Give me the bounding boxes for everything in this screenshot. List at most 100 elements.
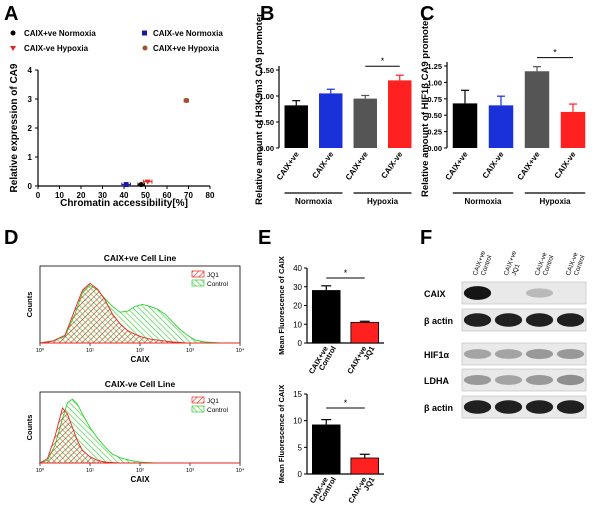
legend-entry: Control: [207, 407, 229, 414]
category-label: CAIX+ve: [344, 150, 370, 182]
group-label: Normoxia: [465, 197, 502, 206]
blot-band: [525, 348, 554, 360]
legend-entry: CAIX+ve Hypoxia: [153, 44, 220, 53]
y-tick-label: 2: [28, 124, 33, 133]
x-tick-label: 70: [184, 191, 193, 200]
legend-swatch: [191, 279, 205, 287]
blot-band: [463, 374, 492, 386]
y-tick-label: 5: [298, 443, 303, 452]
legend-swatch: [191, 270, 205, 278]
bar: [560, 111, 586, 148]
blot-band: [556, 348, 585, 360]
y-tick-label: 0.00: [427, 144, 442, 153]
y-tick-label: 1.25: [427, 62, 442, 71]
x-tick-label: 80: [206, 191, 215, 200]
blot-band: [463, 313, 492, 327]
y-tick-label: 30: [293, 283, 302, 292]
bar: [488, 105, 514, 148]
x-tick-label: 30: [98, 191, 107, 200]
legend-marker-circle-black: [10, 30, 16, 36]
legend-swatch: [191, 405, 205, 413]
lane-label: JQ1: [511, 263, 522, 277]
significance-label: *: [344, 398, 348, 408]
blot-band: [463, 349, 492, 359]
blot-band: [463, 286, 492, 300]
y-tick-label: 1: [28, 153, 33, 162]
blot-band: [525, 313, 554, 327]
blot-band: [556, 374, 585, 386]
group-label: Hypoxia: [539, 197, 571, 206]
y-axis-label: Relative amount of H3K9m3 CA9 promoter: [254, 13, 265, 205]
category-label: CAIX+ve: [275, 150, 301, 182]
chart-d-histogram-positive: CAIX+ve Cell Line Counts CAIX 10⁰ 10¹ 10² 10³ 1…: [25, 253, 245, 364]
y-tick-label: 20: [293, 302, 302, 311]
x-tick-label: 10⁰: [36, 347, 45, 354]
legend-entry: JQ1: [207, 272, 219, 279]
x-tick-label: 40: [120, 191, 129, 200]
x-tick-label: 10¹: [86, 348, 94, 354]
blot-row-label: HIF1α: [424, 350, 450, 360]
category-label: CAIX-ve: [553, 150, 578, 181]
y-tick-label: 1.00: [427, 78, 442, 87]
blot-band: [494, 375, 523, 385]
histogram-jq1: [38, 407, 240, 464]
category-label: CAIX-ve: [481, 150, 506, 181]
panel-label-e: E: [258, 227, 271, 249]
y-axis-label: Mean Fluorescence of CAIX: [277, 256, 286, 355]
blot-strip: [461, 395, 587, 419]
blot-row-label: β actin: [424, 316, 453, 326]
legend-entry: Control: [207, 281, 229, 288]
category-label: CAIX+ve: [444, 150, 470, 182]
blot-strip: [461, 342, 587, 366]
x-tick-label: 10⁴: [236, 347, 245, 354]
legend-entry: CAIX-ve Normoxia: [153, 29, 223, 38]
x-tick-label: 10: [55, 191, 64, 200]
y-tick-label: 1.50: [259, 66, 274, 75]
blot-band: [463, 400, 492, 414]
x-tick-label: 60: [163, 191, 172, 200]
legend-marker-triangle-red: [10, 46, 16, 51]
blot-band: [525, 374, 554, 386]
y-tick-label: 0.50: [427, 111, 442, 120]
y-tick-label: 15: [293, 390, 302, 399]
blot-band: [556, 400, 585, 414]
y-tick-label: 0: [298, 339, 303, 348]
histogram-jq1: [39, 282, 240, 344]
y-tick-label: 3: [28, 95, 33, 104]
blot-band: [494, 313, 523, 327]
bar: [284, 105, 308, 148]
data-point: [138, 181, 144, 188]
bar: [353, 98, 377, 148]
category-label: CAIX+ve: [516, 150, 542, 182]
data-point: [144, 179, 151, 185]
blot-strip: [461, 368, 587, 392]
blot-row-label: LDHA: [424, 376, 449, 386]
chart-title: CAIX+ve Cell Line: [104, 253, 177, 263]
bar: [350, 457, 380, 475]
y-tick-label: 1.00: [259, 92, 274, 101]
y-tick-label: 0.75: [427, 95, 442, 104]
bar: [350, 321, 380, 344]
x-axis-label: Chromatin accessibility[%]: [60, 198, 188, 209]
y-axis-label: Counts: [25, 292, 34, 318]
data-point: [183, 97, 189, 104]
x-tick-label: 10²: [136, 468, 144, 474]
panel-label-c: C: [420, 3, 434, 25]
bar: [524, 71, 550, 148]
blot-band: [525, 288, 554, 298]
blot-band: [494, 349, 523, 359]
x-tick-label: 10³: [186, 468, 194, 474]
data-point: [123, 182, 129, 188]
legend-swatch: [191, 396, 205, 404]
x-tick-label: 10⁴: [236, 467, 245, 474]
significance-label: *: [381, 56, 385, 66]
y-axis-label: Relative expression of CA9: [9, 63, 20, 192]
bar: [388, 80, 412, 148]
y-tick-label: 10: [293, 417, 302, 426]
x-tick-label: 10²: [136, 348, 144, 354]
